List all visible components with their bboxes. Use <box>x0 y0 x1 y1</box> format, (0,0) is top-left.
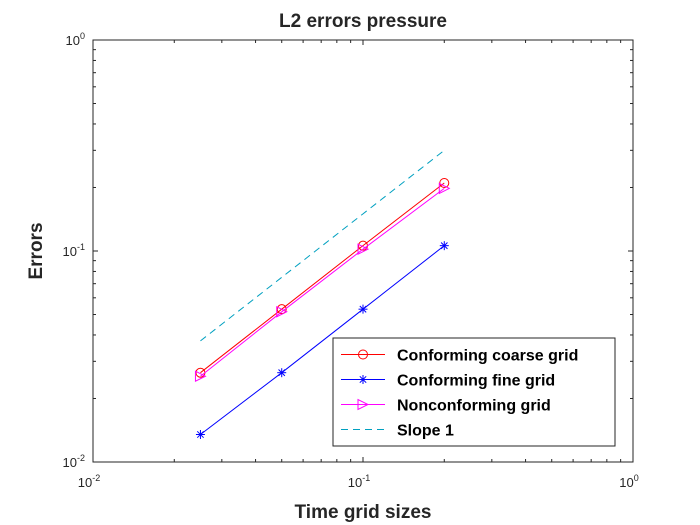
data-point-triangle <box>357 398 370 411</box>
data-point-triangle <box>357 243 370 255</box>
chart-title: L2 errors pressure <box>279 11 447 32</box>
y-tick-label: 10-2 <box>63 453 85 470</box>
x-axis-label: Time grid sizes <box>295 502 432 523</box>
data-point-triangle <box>194 370 207 383</box>
data-point-circle <box>358 349 368 360</box>
data-point-asterisk <box>358 375 368 384</box>
legend-label: Conforming fine grid <box>397 373 555 390</box>
data-point-asterisk <box>358 304 368 314</box>
data-point-triangle <box>276 305 288 318</box>
y-axis-label: Errors <box>26 222 47 279</box>
legend: Conforming coarse grid Conforming fine gr… <box>332 337 616 447</box>
y-tick-label: 100 <box>66 31 85 48</box>
series-3 <box>200 149 445 342</box>
series-line <box>200 182 445 374</box>
series-line <box>200 187 445 377</box>
legend-label: Nonconforming grid <box>397 398 551 415</box>
x-tick-label: 10-2 <box>78 473 100 490</box>
legend-label: Slope 1 <box>397 423 454 440</box>
legend-entry: Slope 1 <box>341 423 454 440</box>
series-layer <box>194 149 451 439</box>
axis-ticks: 10-2 10-1 100 10-2 10-1 100 <box>63 31 639 490</box>
x-tick-label: 10-1 <box>348 473 370 490</box>
y-tick-label: 10-1 <box>63 242 85 259</box>
data-point-triangle <box>438 182 451 195</box>
legend-entry: Conforming coarse grid <box>341 348 578 365</box>
data-point-asterisk <box>439 241 449 251</box>
data-point-circle <box>439 178 450 189</box>
x-tick-label: 100 <box>619 473 638 490</box>
series-2 <box>194 182 451 383</box>
series-1 <box>195 241 449 439</box>
data-point-asterisk <box>195 429 205 439</box>
series-line <box>200 149 445 342</box>
legend-entry: Conforming fine grid <box>341 373 555 390</box>
series-line <box>200 245 445 435</box>
legend-label: Conforming coarse grid <box>397 348 578 365</box>
legend-box <box>332 337 616 447</box>
data-point-asterisk <box>277 368 287 378</box>
legend-entry: Nonconforming grid <box>341 398 551 415</box>
